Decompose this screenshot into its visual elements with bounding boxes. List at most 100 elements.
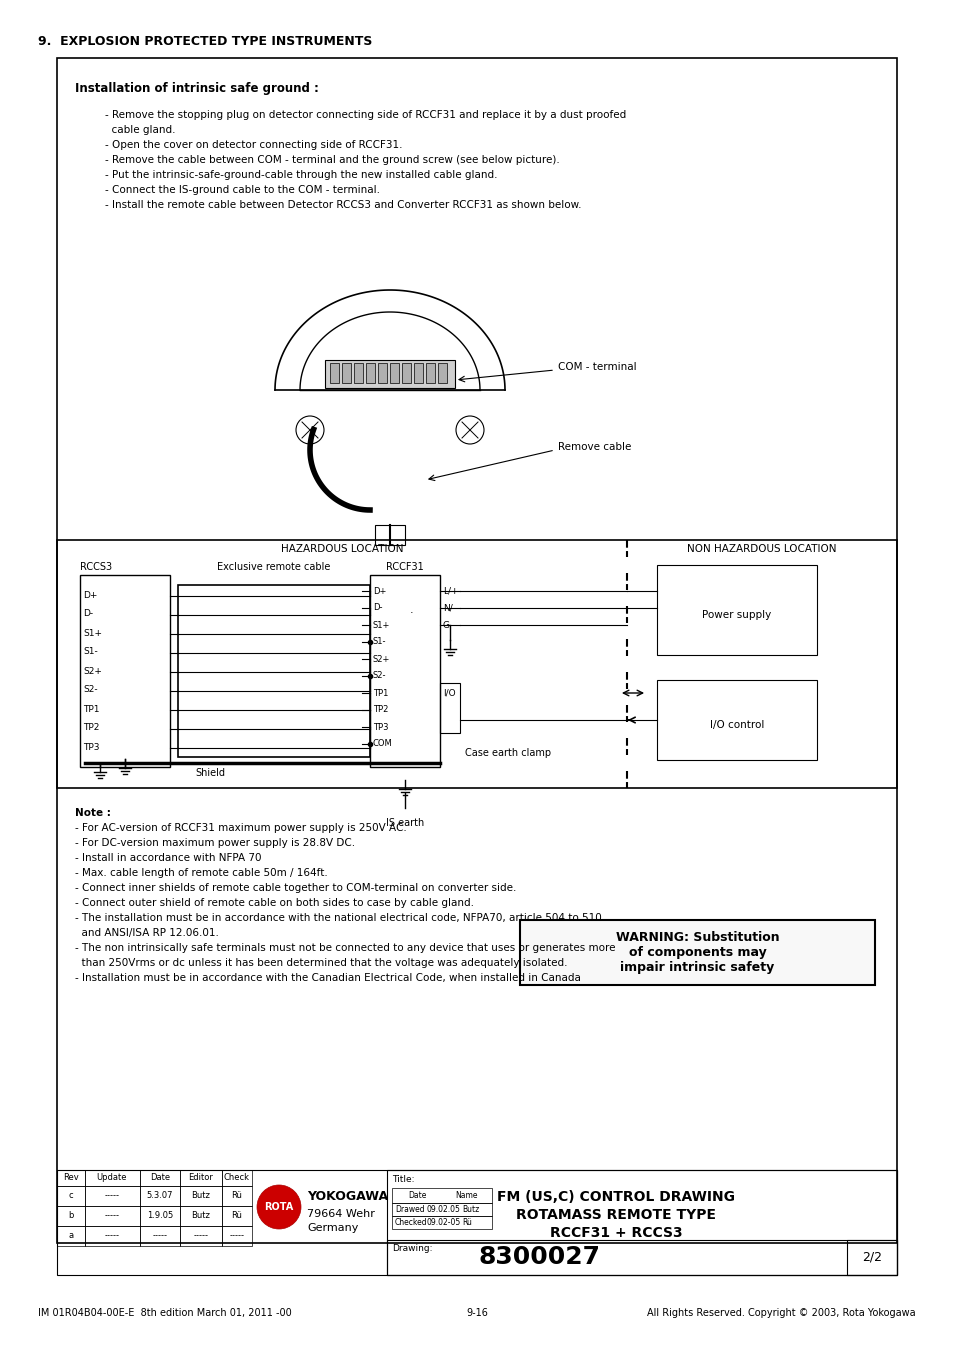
Text: -----: ----- <box>230 1231 244 1241</box>
Bar <box>846 1241 896 1274</box>
Text: Drawed: Drawed <box>395 1206 424 1214</box>
Text: S1+: S1+ <box>83 629 102 637</box>
Text: -----: ----- <box>105 1191 119 1200</box>
Bar <box>178 585 370 757</box>
Text: Germany: Germany <box>307 1223 358 1233</box>
Bar <box>140 1226 180 1246</box>
Bar <box>439 683 459 733</box>
Bar <box>57 1170 896 1274</box>
Bar <box>392 1216 492 1229</box>
Text: RCCF31 + RCCS3: RCCF31 + RCCS3 <box>550 1226 682 1241</box>
Bar <box>366 363 375 383</box>
Text: Drawing:: Drawing: <box>392 1243 432 1253</box>
Bar <box>330 363 338 383</box>
Text: Rev: Rev <box>63 1173 79 1183</box>
Bar <box>375 525 405 545</box>
Text: ROTA: ROTA <box>264 1202 294 1212</box>
Bar <box>57 1187 85 1206</box>
Text: S2-: S2- <box>373 671 386 680</box>
Text: - Install the remote cable between Detector RCCS3 and Converter RCCF31 as shown : - Install the remote cable between Detec… <box>105 200 581 211</box>
Bar <box>57 1206 85 1226</box>
Text: YOKOGAWA: YOKOGAWA <box>307 1189 388 1203</box>
Bar <box>180 1170 222 1187</box>
Bar <box>387 1241 896 1274</box>
Text: a: a <box>69 1231 73 1241</box>
Bar <box>140 1187 180 1206</box>
Text: .: . <box>410 605 414 616</box>
Text: IM 01R04B04-00E-E  8th edition March 01, 2011 -00: IM 01R04B04-00E-E 8th edition March 01, … <box>38 1308 292 1318</box>
Text: I/O control: I/O control <box>709 720 763 730</box>
Text: Butz: Butz <box>192 1211 211 1220</box>
Text: N/-: N/- <box>442 603 456 613</box>
Text: S2+: S2+ <box>83 667 102 675</box>
Bar <box>414 363 422 383</box>
Text: Butz: Butz <box>192 1191 211 1200</box>
Text: - Open the cover on detector connecting side of RCCF31.: - Open the cover on detector connecting … <box>105 140 402 150</box>
Bar <box>387 1170 896 1274</box>
Bar <box>657 680 816 760</box>
Text: S1+: S1+ <box>373 621 390 629</box>
Text: 1.9.05: 1.9.05 <box>147 1211 172 1220</box>
Bar <box>325 360 455 387</box>
Bar <box>222 1206 252 1226</box>
Text: Note :: Note : <box>75 809 111 818</box>
Bar <box>437 363 447 383</box>
Bar <box>392 1203 492 1216</box>
Text: D-: D- <box>83 609 93 618</box>
Text: - Installation must be in accordance with the Canadian Electrical Code, when ins: - Installation must be in accordance wit… <box>75 973 580 983</box>
Text: than 250Vrms or dc unless it has been determined that the voltage was adequately: than 250Vrms or dc unless it has been de… <box>75 958 567 968</box>
Bar <box>390 363 398 383</box>
Text: -----: ----- <box>105 1231 119 1241</box>
Bar <box>377 363 387 383</box>
Text: RCCF31: RCCF31 <box>386 562 423 572</box>
Text: S1-: S1- <box>373 637 386 647</box>
Text: L/+: L/+ <box>442 586 458 595</box>
Circle shape <box>256 1185 301 1228</box>
Text: Update: Update <box>96 1173 127 1183</box>
Text: -----: ----- <box>193 1231 209 1241</box>
Text: - The installation must be in accordance with the national electrical code, NFPA: - The installation must be in accordance… <box>75 913 601 923</box>
Text: b: b <box>69 1211 73 1220</box>
Bar <box>85 1226 140 1246</box>
Bar <box>80 575 170 767</box>
Text: S2+: S2+ <box>373 655 390 663</box>
Text: D-: D- <box>373 603 382 613</box>
Text: cable gland.: cable gland. <box>105 126 175 135</box>
Text: -----: ----- <box>105 1211 119 1220</box>
Text: Installation of intrinsic safe ground :: Installation of intrinsic safe ground : <box>75 82 318 94</box>
Text: Title:: Title: <box>392 1174 414 1184</box>
Bar <box>341 363 351 383</box>
Text: COM: COM <box>373 740 393 748</box>
Bar <box>426 363 435 383</box>
Text: TP3: TP3 <box>373 722 388 732</box>
Text: - Max. cable length of remote cable 50m / 164ft.: - Max. cable length of remote cable 50m … <box>75 868 328 878</box>
Text: IS earth: IS earth <box>385 818 424 828</box>
Text: 2/2: 2/2 <box>862 1250 882 1264</box>
Bar <box>180 1206 222 1226</box>
Bar <box>85 1187 140 1206</box>
Bar <box>392 1188 492 1203</box>
Text: - Connect the IS-ground cable to the COM - terminal.: - Connect the IS-ground cable to the COM… <box>105 185 379 194</box>
Bar <box>180 1187 222 1206</box>
Circle shape <box>456 416 483 444</box>
Text: S2-: S2- <box>83 686 97 694</box>
Text: G: G <box>442 621 450 629</box>
Text: 5.3.07: 5.3.07 <box>147 1191 173 1200</box>
Text: -----: ----- <box>152 1231 168 1241</box>
Bar <box>657 566 816 655</box>
Text: Shield: Shield <box>194 768 225 778</box>
Text: Date: Date <box>407 1191 426 1200</box>
Text: Editor: Editor <box>189 1173 213 1183</box>
Bar <box>85 1206 140 1226</box>
Bar <box>370 575 439 767</box>
Text: c: c <box>69 1191 73 1200</box>
Bar <box>57 1170 85 1187</box>
Text: TP2: TP2 <box>83 724 99 733</box>
Bar <box>140 1170 180 1187</box>
Text: I/O: I/O <box>442 688 456 698</box>
Text: and ANSI/ISA RP 12.06.01.: and ANSI/ISA RP 12.06.01. <box>75 927 218 938</box>
Bar <box>85 1170 140 1187</box>
Bar <box>57 1226 85 1246</box>
Text: Checked: Checked <box>395 1218 427 1227</box>
Text: Date: Date <box>150 1173 170 1183</box>
